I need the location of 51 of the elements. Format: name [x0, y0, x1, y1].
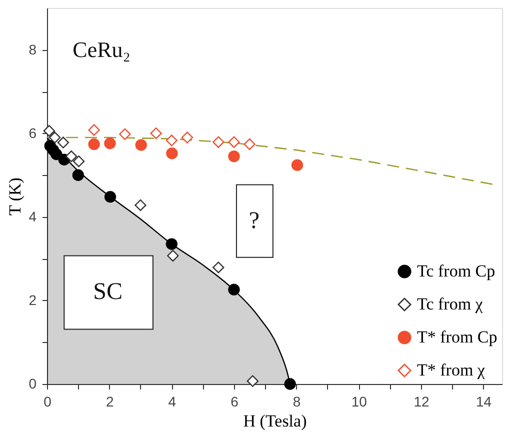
- y-tick-label: 0: [28, 376, 37, 392]
- y-axis-title: T (K): [6, 178, 25, 216]
- point: [150, 127, 162, 140]
- point: [88, 138, 100, 150]
- y-tick-label: 6: [28, 124, 37, 141]
- x-tick-label: 10: [351, 394, 368, 410]
- point: [134, 199, 146, 212]
- point: [48, 132, 61, 144]
- point: [284, 378, 296, 390]
- legend-label: T* from Cp: [417, 328, 498, 346]
- point: [135, 139, 147, 151]
- point: [291, 159, 304, 171]
- x-axis-title: H (Tesla): [243, 412, 307, 430]
- point: [104, 138, 116, 150]
- point: [65, 150, 78, 162]
- legend-label: Tc from Cp: [417, 262, 496, 280]
- y-tick-label: 2: [28, 292, 37, 308]
- x-tick-label: 8: [292, 394, 301, 410]
- legend-label: T* from χ: [417, 360, 486, 380]
- y-tick-label: 8: [28, 41, 37, 58]
- x-tick-label: 4: [168, 394, 176, 410]
- point: [228, 150, 240, 162]
- point: [57, 136, 70, 148]
- point: [246, 375, 259, 387]
- point: [166, 238, 178, 250]
- point: [228, 284, 240, 296]
- point: [50, 148, 62, 160]
- legend-label: Tc from χ: [417, 294, 484, 314]
- point: [166, 148, 178, 160]
- point: [244, 138, 256, 150]
- point: [43, 124, 56, 137]
- point: [167, 250, 179, 262]
- point: [72, 169, 84, 181]
- annotation: CeRu₂: [72, 36, 130, 62]
- point: [88, 124, 100, 136]
- x-tick-label: 14: [476, 394, 492, 410]
- y-tick-label: 4: [28, 208, 37, 224]
- point: [166, 134, 178, 146]
- x-tick-label: 12: [414, 394, 430, 410]
- point: [181, 132, 194, 144]
- annotation: SC: [93, 279, 122, 306]
- x-tick-label: 0: [44, 394, 52, 410]
- point: [104, 191, 116, 203]
- point: [212, 262, 224, 274]
- x-tick-label: 6: [230, 394, 239, 410]
- point: [212, 136, 224, 148]
- x-tick-label: 2: [106, 394, 114, 410]
- point: [228, 136, 240, 148]
- point: [72, 155, 85, 168]
- annotation: ?: [248, 208, 260, 234]
- point: [119, 128, 131, 140]
